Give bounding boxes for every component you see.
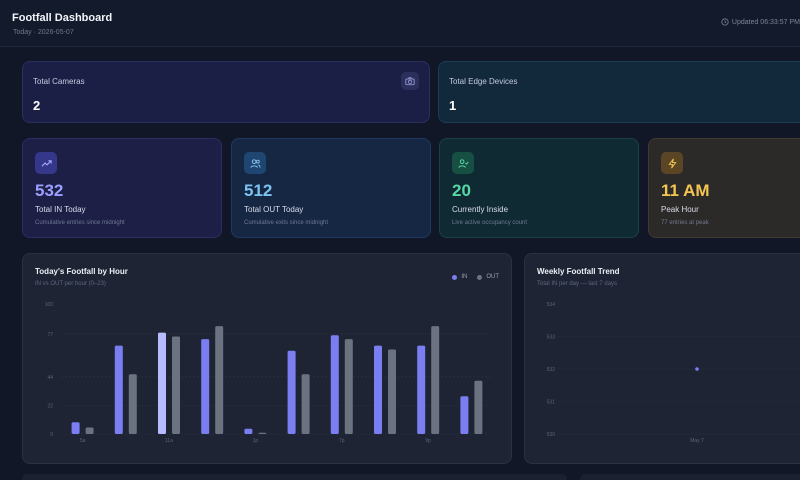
stat-value: 532 <box>35 181 64 200</box>
y-tick-label: 530 <box>547 432 556 438</box>
x-tick-label: 1p <box>253 438 259 444</box>
stat-label: Peak Hour <box>661 205 699 214</box>
card-value: 2 <box>33 98 41 113</box>
legend-swatch-in <box>452 274 458 280</box>
y-tick-label: 534 <box>547 302 556 308</box>
hourly-footfall-panel: Today's Footfall by Hour IN vs OUT per h… <box>22 253 512 464</box>
currently-inside-card: 20 Currently Inside Live active occupanc… <box>439 138 639 238</box>
chart-title: Weekly Footfall Trend <box>537 267 620 276</box>
bar-out <box>172 336 180 434</box>
bar-out <box>344 339 353 434</box>
bar-out <box>215 326 224 434</box>
total-out-card: 512 Total OUT Today Cumulative exits sin… <box>231 138 431 238</box>
chart-legend[interactable]: IN OUT <box>452 274 499 280</box>
legend-label: OUT <box>486 274 499 280</box>
zap-icon <box>661 152 683 174</box>
stat-description: 77 entries at peak <box>661 220 709 226</box>
bar-out <box>388 349 396 434</box>
total-edge-devices-card: Total Edge Devices 1 <box>438 61 800 123</box>
bar-out <box>431 326 440 434</box>
stat-label: Total IN Today <box>35 205 86 214</box>
hourly-bar-chart: 0 22 44 77 100 5a 11a 1p 7p 9p <box>45 302 493 444</box>
legend-swatch-out <box>477 274 483 280</box>
y-tick-label: 22 <box>47 403 53 409</box>
stat-value: 20 <box>452 181 471 200</box>
y-tick-label: 531 <box>547 400 556 406</box>
chart-title: Today's Footfall by Hour <box>35 267 128 276</box>
legend-item-out[interactable]: OUT <box>477 274 499 280</box>
x-tick-label: May 7 <box>690 438 704 444</box>
bar-out <box>474 380 483 434</box>
peak-hour-card: 11 AM Peak Hour 77 entries at peak <box>648 138 800 238</box>
bar-out <box>128 374 137 434</box>
bar-in <box>201 339 210 434</box>
bar-in <box>71 422 80 434</box>
x-tick-label: 11a <box>165 438 173 444</box>
bar-in <box>460 396 469 434</box>
bar-in <box>158 332 166 434</box>
weekly-trend-panel: Weekly Footfall Trend Total IN per day —… <box>524 253 800 464</box>
camera-icon <box>401 72 419 90</box>
bar-out <box>85 427 94 434</box>
user-check-icon <box>452 152 474 174</box>
bar-in <box>374 345 382 434</box>
next-panel-edge <box>580 474 800 480</box>
bar-in <box>417 345 426 434</box>
x-tick-label: 7p <box>339 438 345 444</box>
y-tick-label: 532 <box>547 367 556 373</box>
bar-in <box>287 350 296 434</box>
card-label: Total Edge Devices <box>449 77 518 86</box>
data-point <box>695 367 699 371</box>
bar-out <box>301 374 310 434</box>
page-date: Today · 2026-05-07 <box>13 29 74 36</box>
card-label: Total Cameras <box>33 77 85 86</box>
y-tick-label: 533 <box>547 335 556 341</box>
legend-label: IN <box>461 274 468 280</box>
bar-in <box>114 345 123 434</box>
y-tick-label: 44 <box>47 375 53 381</box>
users-icon <box>244 152 266 174</box>
y-tick-label: 0 <box>50 432 53 438</box>
last-updated: Updated 06:33:57 PM <box>721 18 800 26</box>
updated-text: Updated 06:33:57 PM <box>731 18 800 26</box>
page-title: Footfall Dashboard <box>12 12 113 24</box>
x-tick-label: 9p <box>425 438 431 444</box>
next-panel-edge <box>22 474 567 480</box>
chart-subtitle: IN vs OUT per hour (0–23) <box>35 281 106 287</box>
bar-in <box>330 335 339 434</box>
weekly-line-chart: 530 531 532 533 534 May 7 <box>547 302 800 444</box>
card-value: 1 <box>449 98 457 113</box>
dashboard-header: Footfall Dashboard Today · 2026-05-07 Up… <box>0 0 800 47</box>
stat-description: Cumulative entries since midnight <box>35 220 125 226</box>
bar-in <box>244 428 253 434</box>
stat-value: 512 <box>244 181 273 200</box>
chart-subtitle: Total IN per day — last 7 days <box>537 281 618 287</box>
stat-label: Currently Inside <box>452 205 509 214</box>
y-tick-label: 77 <box>47 332 53 338</box>
y-tick-label: 100 <box>45 302 54 308</box>
stat-label: Total OUT Today <box>244 205 304 214</box>
total-in-card: 532 Total IN Today Cumulative entries si… <box>22 138 222 238</box>
clock-icon <box>721 18 729 26</box>
stat-value: 11 AM <box>661 181 710 200</box>
trending-up-icon <box>35 152 57 174</box>
stat-description: Cumulative exits since midnight <box>244 220 329 226</box>
legend-item-in[interactable]: IN <box>452 274 467 280</box>
stat-description: Live active occupancy count <box>452 220 528 226</box>
x-tick-label: 5a <box>80 438 86 444</box>
total-cameras-card: Total Cameras 2 <box>22 61 430 123</box>
bar-out <box>258 432 267 434</box>
